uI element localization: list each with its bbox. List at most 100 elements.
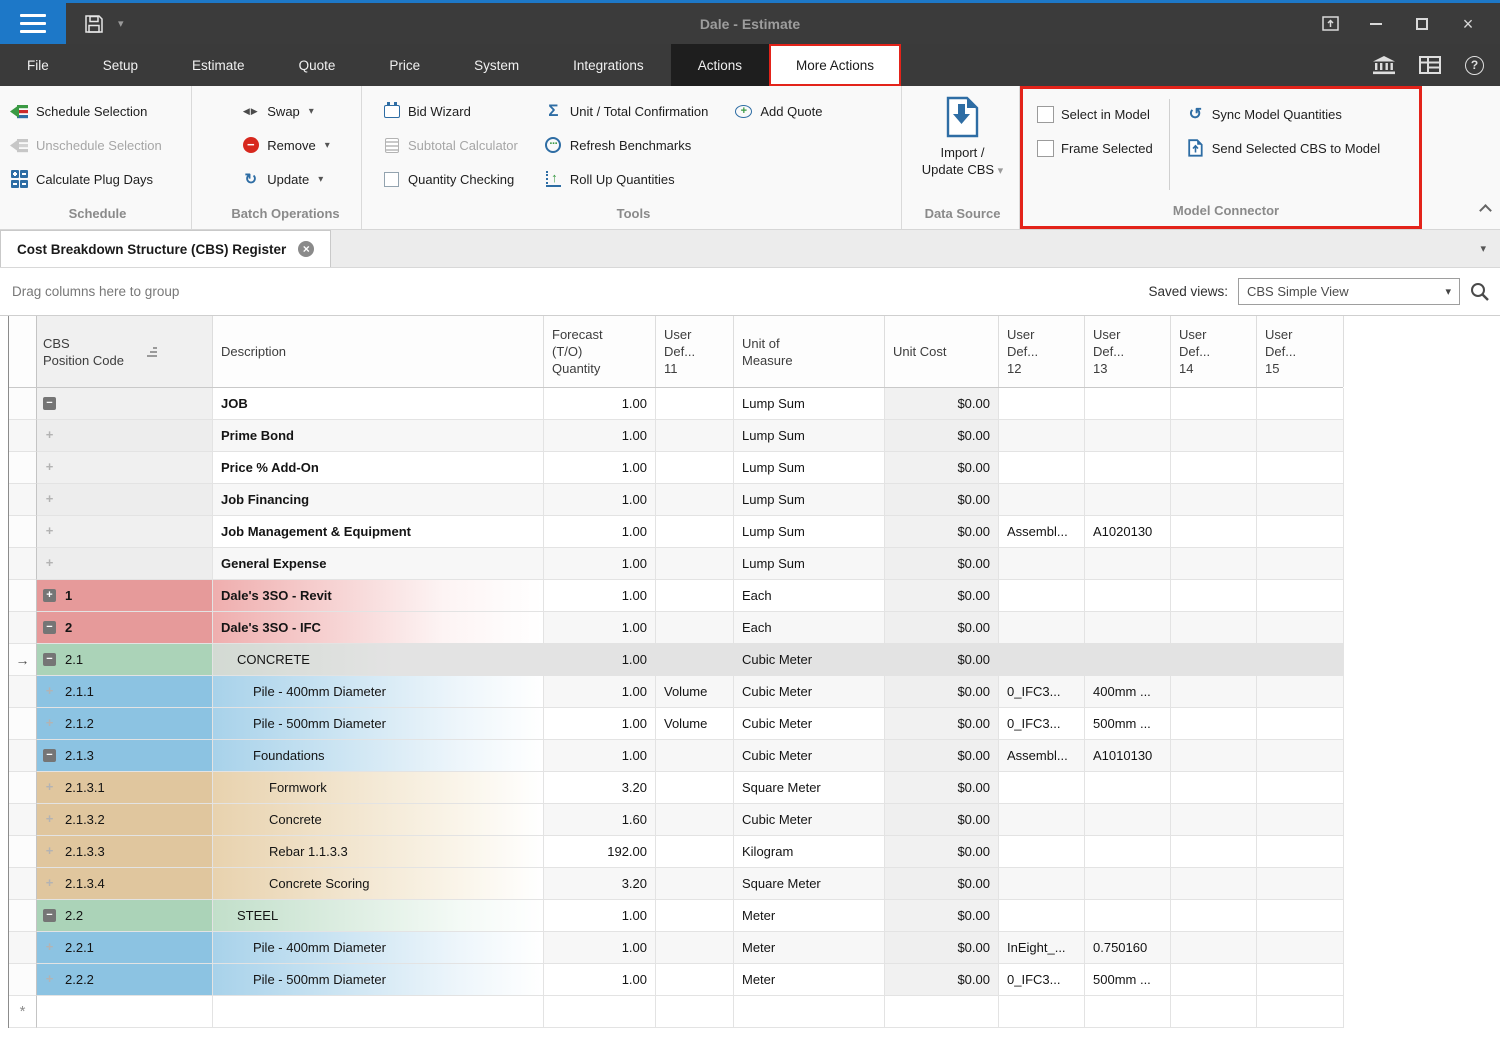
cell-user-def-14[interactable] [1171, 420, 1257, 452]
cell-user-def-11[interactable] [656, 644, 734, 676]
cell-unit-of-measure[interactable]: Kilogram [734, 836, 885, 868]
cell-description[interactable]: Pile - 500mm Diameter [213, 708, 544, 740]
cell-unit-cost[interactable]: $0.00 [885, 484, 999, 516]
row-indicator[interactable] [9, 900, 37, 932]
cell-user-def-13[interactable] [1085, 580, 1171, 612]
cell-user-def-11[interactable] [656, 548, 734, 580]
grid-row[interactable]: −2.1.3Foundations1.00Cubic Meter$0.00Ass… [9, 740, 1343, 772]
header-unit-of-measure[interactable]: Unit of Measure [734, 316, 885, 387]
expand-icon[interactable]: + [43, 781, 56, 794]
cell-unit-cost[interactable]: $0.00 [885, 420, 999, 452]
cell-position-code[interactable]: +2.1.3.4 [37, 868, 213, 900]
expand-icon[interactable]: + [43, 589, 56, 602]
cell-description[interactable] [213, 996, 544, 1028]
cell-unit-cost[interactable]: $0.00 [885, 772, 999, 804]
cell-user-def-12[interactable] [999, 420, 1085, 452]
help-icon[interactable] [1465, 56, 1484, 75]
grid-row[interactable]: +2.2.1Pile - 400mm Diameter1.00Meter$0.0… [9, 932, 1343, 964]
grid-row[interactable]: +2.1.3.2Concrete1.60Cubic Meter$0.00 [9, 804, 1343, 836]
cell-unit-of-measure[interactable]: Lump Sum [734, 516, 885, 548]
cell-user-def-15[interactable] [1257, 900, 1344, 932]
expand-icon[interactable]: + [43, 973, 56, 986]
cell-user-def-14[interactable] [1171, 740, 1257, 772]
grid-row[interactable]: +2.1.1Pile - 400mm Diameter1.00VolumeCub… [9, 676, 1343, 708]
minimize-button[interactable] [1366, 14, 1386, 34]
cell-user-def-15[interactable] [1257, 644, 1344, 676]
cell-unit-of-measure[interactable]: Meter [734, 964, 885, 996]
cell-position-code[interactable]: + [37, 484, 213, 516]
select-in-model-checkbox[interactable]: Select in Model [1037, 103, 1153, 125]
cell-unit-of-measure[interactable]: Meter [734, 932, 885, 964]
row-indicator[interactable] [9, 452, 37, 484]
menu-item-actions[interactable]: Actions [671, 44, 769, 86]
cell-user-def-13[interactable]: 500mm ... [1085, 964, 1171, 996]
menu-item-system[interactable]: System [447, 44, 546, 86]
row-indicator[interactable] [9, 740, 37, 772]
cell-user-def-14[interactable] [1171, 388, 1257, 420]
row-indicator[interactable] [9, 516, 37, 548]
cell-user-def-12[interactable] [999, 772, 1085, 804]
cell-user-def-12[interactable] [999, 644, 1085, 676]
cell-position-code[interactable]: +2.1.1 [37, 676, 213, 708]
cell-forecast-quantity[interactable]: 1.00 [544, 580, 656, 612]
header-user-def-12[interactable]: User Def... 12 [999, 316, 1085, 387]
cell-user-def-11[interactable] [656, 420, 734, 452]
cell-user-def-15[interactable] [1257, 516, 1344, 548]
tab-cbs-register[interactable]: Cost Breakdown Structure (CBS) Register [0, 230, 331, 267]
cell-user-def-15[interactable] [1257, 996, 1344, 1028]
cell-user-def-13[interactable] [1085, 548, 1171, 580]
cell-forecast-quantity[interactable]: 1.00 [544, 548, 656, 580]
cell-user-def-13[interactable] [1085, 804, 1171, 836]
swap-button[interactable]: ◀▶ Swap▾ [241, 100, 329, 122]
cell-user-def-13[interactable] [1085, 900, 1171, 932]
expand-icon[interactable]: + [43, 493, 56, 506]
bid-wizard-button[interactable]: Bid Wizard [382, 100, 518, 122]
cell-forecast-quantity[interactable]: 1.00 [544, 676, 656, 708]
frame-selected-checkbox[interactable]: Frame Selected [1037, 137, 1153, 159]
unit-total-confirmation-button[interactable]: Σ Unit / Total Confirmation [544, 100, 709, 122]
expand-icon[interactable]: + [43, 813, 56, 826]
cell-user-def-15[interactable] [1257, 868, 1344, 900]
cell-forecast-quantity[interactable]: 1.00 [544, 484, 656, 516]
cell-position-code[interactable]: + [37, 548, 213, 580]
header-user-def-13[interactable]: User Def... 13 [1085, 316, 1171, 387]
cell-user-def-14[interactable] [1171, 644, 1257, 676]
cell-description[interactable]: Prime Bond [213, 420, 544, 452]
schedule-selection-button[interactable]: Schedule Selection [10, 100, 162, 122]
collapse-icon[interactable]: − [43, 653, 56, 666]
cell-position-code[interactable]: −2 [37, 612, 213, 644]
cell-user-def-13[interactable]: A1010130 [1085, 740, 1171, 772]
cell-user-def-14[interactable] [1171, 804, 1257, 836]
header-description[interactable]: Description [213, 316, 544, 387]
cell-position-code[interactable]: +2.1.3.2 [37, 804, 213, 836]
expand-icon[interactable]: + [43, 557, 56, 570]
cell-description[interactable]: Price % Add-On [213, 452, 544, 484]
cell-forecast-quantity[interactable]: 1.00 [544, 516, 656, 548]
checkbox-icon[interactable] [1037, 140, 1054, 157]
cell-user-def-15[interactable] [1257, 964, 1344, 996]
cell-user-def-14[interactable] [1171, 900, 1257, 932]
row-indicator[interactable] [9, 964, 37, 996]
cell-position-code[interactable] [37, 996, 213, 1028]
grid-row[interactable]: +Job Management & Equipment1.00Lump Sum$… [9, 516, 1343, 548]
menu-item-more-actions[interactable]: More Actions [769, 44, 901, 86]
expand-icon[interactable]: + [43, 429, 56, 442]
cell-user-def-15[interactable] [1257, 548, 1344, 580]
cell-user-def-12[interactable] [999, 548, 1085, 580]
cell-user-def-12[interactable] [999, 900, 1085, 932]
cell-unit-cost[interactable]: $0.00 [885, 932, 999, 964]
cell-user-def-14[interactable] [1171, 580, 1257, 612]
cell-user-def-11[interactable] [656, 740, 734, 772]
grid-row[interactable]: +General Expense1.00Lump Sum$0.00 [9, 548, 1343, 580]
cell-user-def-12[interactable] [999, 868, 1085, 900]
close-tab-icon[interactable] [298, 241, 314, 257]
row-indicator[interactable] [9, 868, 37, 900]
cell-user-def-13[interactable] [1085, 420, 1171, 452]
collapse-icon[interactable]: − [43, 397, 56, 410]
cell-unit-of-measure[interactable]: Lump Sum [734, 484, 885, 516]
cell-unit-cost[interactable]: $0.00 [885, 516, 999, 548]
cell-forecast-quantity[interactable]: 1.00 [544, 964, 656, 996]
menu-item-setup[interactable]: Setup [76, 44, 165, 86]
grid-row[interactable]: →−2.1CONCRETE1.00Cubic Meter$0.00 [9, 644, 1343, 676]
row-indicator[interactable] [9, 804, 37, 836]
